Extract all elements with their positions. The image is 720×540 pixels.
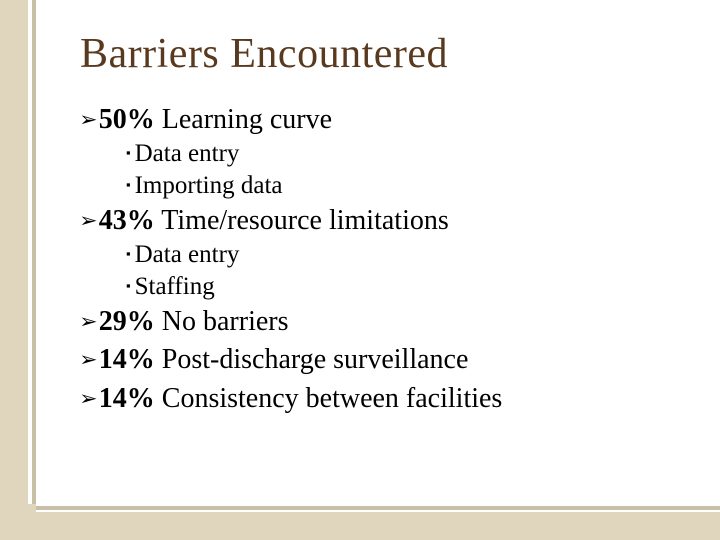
- bullet-label: Learning curve: [155, 104, 332, 135]
- sub-bullet: ▪Data entry: [126, 239, 680, 270]
- bullet-label: Post-discharge surveillance: [155, 344, 469, 375]
- chevron-icon: ➢: [79, 309, 97, 335]
- bottom-stripe: [0, 510, 720, 540]
- main-bullet: ➢14% Post-discharge surveillance: [80, 342, 680, 378]
- slide-title: Barriers Encountered: [80, 30, 680, 78]
- sub-bullet-label: Importing data: [135, 172, 283, 199]
- square-icon: ▪: [126, 246, 131, 262]
- left-stripe: [0, 0, 30, 540]
- square-icon: ▪: [126, 278, 131, 294]
- square-icon: ▪: [126, 145, 131, 161]
- sub-bullet-label: Data entry: [135, 241, 240, 268]
- percent-value: 29%: [99, 306, 155, 337]
- chevron-icon: ➢: [79, 208, 97, 234]
- percent-value: 14%: [99, 344, 155, 375]
- sub-bullet: ▪Staffing: [126, 271, 680, 302]
- percent-value: 50%: [99, 104, 155, 135]
- bullet-label: Time/resource limitations: [155, 205, 449, 236]
- main-bullet: ➢29% No barriers: [80, 304, 680, 340]
- sub-bullet: ▪Data entry: [126, 138, 680, 169]
- sub-bullet-label: Data entry: [135, 140, 240, 167]
- bullet-label: No barriers: [155, 306, 289, 337]
- chevron-icon: ➢: [79, 347, 97, 373]
- square-icon: ▪: [126, 177, 131, 193]
- main-bullet: ➢50% Learning curve: [80, 102, 680, 138]
- sub-bullet-label: Staffing: [135, 273, 215, 300]
- sub-bullet: ▪Importing data: [126, 170, 680, 201]
- bullet-label: Consistency between facilities: [155, 383, 503, 414]
- chevron-icon: ➢: [79, 107, 97, 133]
- percent-value: 14%: [99, 383, 155, 414]
- main-bullet: ➢14% Consistency between facilities: [80, 381, 680, 417]
- slide-content: Barriers Encountered ➢50% Learning curve…: [80, 30, 680, 417]
- chevron-icon: ➢: [79, 386, 97, 412]
- corner-accent: [0, 504, 36, 540]
- bullet-list: ➢50% Learning curve▪Data entry▪Importing…: [80, 102, 680, 417]
- percent-value: 43%: [99, 205, 155, 236]
- main-bullet: ➢43% Time/resource limitations: [80, 203, 680, 239]
